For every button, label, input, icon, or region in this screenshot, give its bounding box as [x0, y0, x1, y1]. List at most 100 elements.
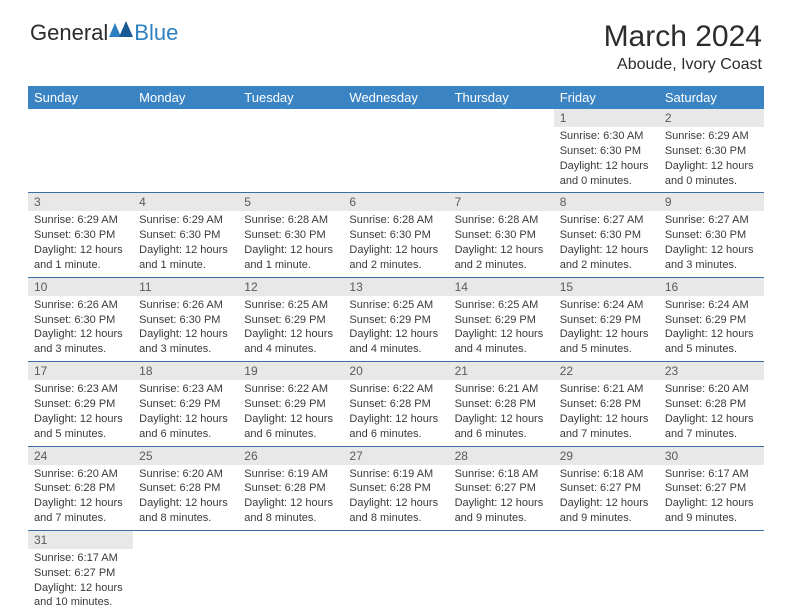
day-number: 14	[449, 278, 554, 296]
calendar-cell: 5Sunrise: 6:28 AMSunset: 6:30 PMDaylight…	[238, 193, 343, 277]
day-number: 27	[343, 447, 448, 465]
calendar-cell: 7Sunrise: 6:28 AMSunset: 6:30 PMDaylight…	[449, 193, 554, 277]
calendar-cell: 22Sunrise: 6:21 AMSunset: 6:28 PMDayligh…	[554, 362, 659, 446]
calendar-cell	[133, 530, 238, 614]
day-number: 17	[28, 362, 133, 380]
day-detail: Sunrise: 6:24 AMSunset: 6:29 PMDaylight:…	[554, 296, 659, 361]
day-number: 18	[133, 362, 238, 380]
day-number: 8	[554, 193, 659, 211]
day-detail: Sunrise: 6:22 AMSunset: 6:28 PMDaylight:…	[343, 380, 448, 445]
page-title: March 2024	[604, 20, 762, 54]
day-number: 24	[28, 447, 133, 465]
day-detail: Sunrise: 6:28 AMSunset: 6:30 PMDaylight:…	[238, 211, 343, 276]
day-detail: Sunrise: 6:27 AMSunset: 6:30 PMDaylight:…	[659, 211, 764, 276]
day-detail: Sunrise: 6:20 AMSunset: 6:28 PMDaylight:…	[133, 465, 238, 530]
calendar-cell: 24Sunrise: 6:20 AMSunset: 6:28 PMDayligh…	[28, 446, 133, 530]
day-number: 28	[449, 447, 554, 465]
day-number: 23	[659, 362, 764, 380]
day-detail: Sunrise: 6:20 AMSunset: 6:28 PMDaylight:…	[28, 465, 133, 530]
day-detail: Sunrise: 6:28 AMSunset: 6:30 PMDaylight:…	[449, 211, 554, 276]
calendar-cell	[554, 530, 659, 614]
day-detail: Sunrise: 6:19 AMSunset: 6:28 PMDaylight:…	[238, 465, 343, 530]
calendar-cell: 21Sunrise: 6:21 AMSunset: 6:28 PMDayligh…	[449, 362, 554, 446]
calendar-cell	[343, 530, 448, 614]
day-number: 5	[238, 193, 343, 211]
day-number: 11	[133, 278, 238, 296]
day-number: 1	[554, 109, 659, 127]
day-detail: Sunrise: 6:29 AMSunset: 6:30 PMDaylight:…	[28, 211, 133, 276]
day-detail: Sunrise: 6:22 AMSunset: 6:29 PMDaylight:…	[238, 380, 343, 445]
calendar-cell: 12Sunrise: 6:25 AMSunset: 6:29 PMDayligh…	[238, 277, 343, 361]
logo-general: General	[30, 20, 108, 46]
calendar-cell: 9Sunrise: 6:27 AMSunset: 6:30 PMDaylight…	[659, 193, 764, 277]
calendar-cell: 30Sunrise: 6:17 AMSunset: 6:27 PMDayligh…	[659, 446, 764, 530]
calendar-cell: 20Sunrise: 6:22 AMSunset: 6:28 PMDayligh…	[343, 362, 448, 446]
day-number: 12	[238, 278, 343, 296]
calendar-head: SundayMondayTuesdayWednesdayThursdayFrid…	[28, 86, 764, 109]
day-number: 7	[449, 193, 554, 211]
day-detail: Sunrise: 6:26 AMSunset: 6:30 PMDaylight:…	[133, 296, 238, 361]
day-detail: Sunrise: 6:20 AMSunset: 6:28 PMDaylight:…	[659, 380, 764, 445]
calendar-cell: 29Sunrise: 6:18 AMSunset: 6:27 PMDayligh…	[554, 446, 659, 530]
day-detail: Sunrise: 6:24 AMSunset: 6:29 PMDaylight:…	[659, 296, 764, 361]
calendar-cell: 4Sunrise: 6:29 AMSunset: 6:30 PMDaylight…	[133, 193, 238, 277]
day-detail: Sunrise: 6:21 AMSunset: 6:28 PMDaylight:…	[554, 380, 659, 445]
day-detail: Sunrise: 6:28 AMSunset: 6:30 PMDaylight:…	[343, 211, 448, 276]
day-number: 15	[554, 278, 659, 296]
header: General Blue March 2024 Aboude, Ivory Co…	[0, 0, 792, 80]
calendar-cell: 2Sunrise: 6:29 AMSunset: 6:30 PMDaylight…	[659, 109, 764, 193]
calendar-cell	[133, 109, 238, 193]
calendar-cell: 28Sunrise: 6:18 AMSunset: 6:27 PMDayligh…	[449, 446, 554, 530]
weekday-header: Wednesday	[343, 86, 448, 109]
logo: General Blue	[30, 20, 178, 46]
day-number: 20	[343, 362, 448, 380]
day-detail: Sunrise: 6:18 AMSunset: 6:27 PMDaylight:…	[554, 465, 659, 530]
day-number: 10	[28, 278, 133, 296]
calendar-cell: 13Sunrise: 6:25 AMSunset: 6:29 PMDayligh…	[343, 277, 448, 361]
page-subtitle: Aboude, Ivory Coast	[604, 56, 762, 74]
weekday-header: Saturday	[659, 86, 764, 109]
day-detail: Sunrise: 6:26 AMSunset: 6:30 PMDaylight:…	[28, 296, 133, 361]
calendar-cell	[449, 109, 554, 193]
day-number: 19	[238, 362, 343, 380]
calendar-cell: 31Sunrise: 6:17 AMSunset: 6:27 PMDayligh…	[28, 530, 133, 614]
calendar-cell	[238, 109, 343, 193]
day-number: 30	[659, 447, 764, 465]
calendar-cell: 8Sunrise: 6:27 AMSunset: 6:30 PMDaylight…	[554, 193, 659, 277]
day-number: 9	[659, 193, 764, 211]
weekday-header: Sunday	[28, 86, 133, 109]
day-number: 6	[343, 193, 448, 211]
calendar-cell: 18Sunrise: 6:23 AMSunset: 6:29 PMDayligh…	[133, 362, 238, 446]
day-detail: Sunrise: 6:17 AMSunset: 6:27 PMDaylight:…	[659, 465, 764, 530]
calendar-cell	[659, 530, 764, 614]
day-detail: Sunrise: 6:18 AMSunset: 6:27 PMDaylight:…	[449, 465, 554, 530]
day-number: 22	[554, 362, 659, 380]
calendar-cell: 3Sunrise: 6:29 AMSunset: 6:30 PMDaylight…	[28, 193, 133, 277]
day-detail: Sunrise: 6:25 AMSunset: 6:29 PMDaylight:…	[238, 296, 343, 361]
weekday-header: Thursday	[449, 86, 554, 109]
day-detail: Sunrise: 6:29 AMSunset: 6:30 PMDaylight:…	[133, 211, 238, 276]
day-number: 21	[449, 362, 554, 380]
day-detail: Sunrise: 6:23 AMSunset: 6:29 PMDaylight:…	[28, 380, 133, 445]
day-number: 26	[238, 447, 343, 465]
weekday-header: Tuesday	[238, 86, 343, 109]
day-number: 4	[133, 193, 238, 211]
calendar-cell: 1Sunrise: 6:30 AMSunset: 6:30 PMDaylight…	[554, 109, 659, 193]
calendar-cell: 14Sunrise: 6:25 AMSunset: 6:29 PMDayligh…	[449, 277, 554, 361]
calendar-cell: 15Sunrise: 6:24 AMSunset: 6:29 PMDayligh…	[554, 277, 659, 361]
calendar-cell: 16Sunrise: 6:24 AMSunset: 6:29 PMDayligh…	[659, 277, 764, 361]
calendar-cell	[343, 109, 448, 193]
day-detail: Sunrise: 6:27 AMSunset: 6:30 PMDaylight:…	[554, 211, 659, 276]
calendar-cell: 26Sunrise: 6:19 AMSunset: 6:28 PMDayligh…	[238, 446, 343, 530]
title-block: March 2024 Aboude, Ivory Coast	[604, 20, 762, 74]
day-detail: Sunrise: 6:19 AMSunset: 6:28 PMDaylight:…	[343, 465, 448, 530]
calendar-cell: 23Sunrise: 6:20 AMSunset: 6:28 PMDayligh…	[659, 362, 764, 446]
calendar-cell	[28, 109, 133, 193]
weekday-header: Monday	[133, 86, 238, 109]
calendar-cell: 25Sunrise: 6:20 AMSunset: 6:28 PMDayligh…	[133, 446, 238, 530]
calendar-cell: 27Sunrise: 6:19 AMSunset: 6:28 PMDayligh…	[343, 446, 448, 530]
calendar-table: SundayMondayTuesdayWednesdayThursdayFrid…	[28, 86, 764, 614]
day-detail: Sunrise: 6:29 AMSunset: 6:30 PMDaylight:…	[659, 127, 764, 192]
day-number: 25	[133, 447, 238, 465]
calendar-cell: 19Sunrise: 6:22 AMSunset: 6:29 PMDayligh…	[238, 362, 343, 446]
